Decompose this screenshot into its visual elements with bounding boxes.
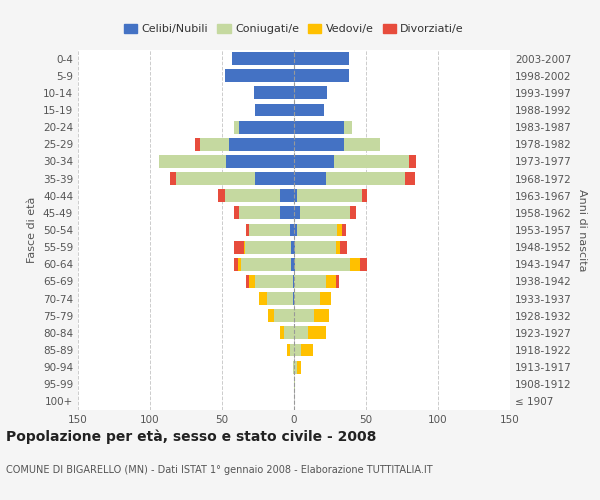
Bar [294, 292, 320, 305]
Bar [297, 190, 362, 202]
Bar [350, 206, 356, 220]
Bar [170, 172, 176, 185]
Bar [250, 275, 255, 288]
Bar [293, 275, 294, 288]
Bar [284, 326, 294, 340]
Bar [294, 240, 295, 254]
Text: Popolazione per età, sesso e stato civile - 2008: Popolazione per età, sesso e stato civil… [6, 430, 376, 444]
Bar [255, 104, 294, 117]
Bar [225, 190, 280, 202]
Bar [294, 310, 314, 322]
Bar [239, 120, 294, 134]
Bar [314, 310, 329, 322]
Bar [255, 172, 294, 185]
Bar [247, 224, 250, 236]
Bar [293, 292, 294, 305]
Bar [233, 258, 238, 270]
Text: COMUNE DI BIGARELLO (MN) - Dati ISTAT 1° gennaio 2008 - Elaborazione TUTTITALIA.: COMUNE DI BIGARELLO (MN) - Dati ISTAT 1°… [6, 465, 433, 475]
Bar [247, 275, 250, 288]
Bar [293, 360, 294, 374]
Bar [245, 240, 291, 254]
Bar [294, 378, 295, 390]
Legend: Celibi/Nubili, Coniugati/e, Vedovi/e, Divorziati/e: Celibi/Nubili, Coniugati/e, Vedovi/e, Di… [119, 20, 469, 39]
Bar [340, 240, 347, 254]
Bar [294, 206, 300, 220]
Bar [250, 224, 290, 236]
Bar [294, 104, 324, 117]
Bar [300, 206, 350, 220]
Bar [294, 224, 297, 236]
Bar [337, 224, 341, 236]
Bar [326, 172, 405, 185]
Bar [280, 326, 284, 340]
Bar [350, 258, 360, 270]
Bar [229, 138, 294, 150]
Bar [294, 70, 349, 82]
Bar [360, 258, 367, 270]
Bar [255, 275, 293, 288]
Bar [254, 86, 294, 100]
Bar [259, 292, 266, 305]
Bar [287, 344, 290, 356]
Bar [280, 206, 294, 220]
Bar [294, 155, 334, 168]
Bar [239, 206, 280, 220]
Bar [290, 224, 294, 236]
Bar [266, 292, 293, 305]
Bar [295, 240, 336, 254]
Bar [291, 240, 294, 254]
Bar [241, 258, 291, 270]
Bar [194, 138, 200, 150]
Bar [336, 275, 338, 288]
Bar [294, 326, 308, 340]
Bar [244, 240, 245, 254]
Bar [320, 292, 331, 305]
Bar [344, 120, 352, 134]
Bar [280, 190, 294, 202]
Bar [274, 310, 294, 322]
Bar [268, 310, 274, 322]
Bar [233, 120, 239, 134]
Bar [294, 52, 349, 65]
Bar [409, 155, 416, 168]
Bar [294, 190, 297, 202]
Bar [405, 172, 415, 185]
Bar [295, 258, 350, 270]
Bar [238, 258, 241, 270]
Bar [326, 275, 336, 288]
Bar [294, 120, 344, 134]
Bar [226, 155, 294, 168]
Bar [291, 258, 294, 270]
Bar [294, 360, 297, 374]
Bar [233, 240, 244, 254]
Bar [362, 190, 367, 202]
Bar [297, 360, 301, 374]
Bar [297, 224, 337, 236]
Bar [341, 224, 346, 236]
Bar [334, 155, 409, 168]
Bar [294, 172, 326, 185]
Bar [233, 206, 239, 220]
Bar [301, 344, 313, 356]
Y-axis label: Fasce di età: Fasce di età [28, 197, 37, 263]
Bar [200, 138, 229, 150]
Bar [336, 240, 340, 254]
Bar [294, 275, 326, 288]
Bar [290, 344, 294, 356]
Y-axis label: Anni di nascita: Anni di nascita [577, 188, 587, 271]
Bar [294, 344, 301, 356]
Bar [225, 70, 294, 82]
Bar [294, 86, 327, 100]
Bar [308, 326, 326, 340]
Bar [218, 190, 225, 202]
Bar [176, 172, 255, 185]
Bar [158, 155, 226, 168]
Bar [294, 138, 344, 150]
Bar [294, 258, 295, 270]
Bar [232, 52, 294, 65]
Bar [344, 138, 380, 150]
